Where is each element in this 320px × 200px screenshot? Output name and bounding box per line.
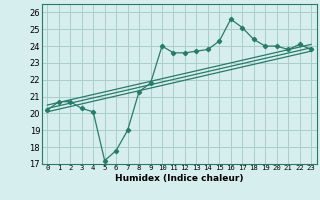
X-axis label: Humidex (Indice chaleur): Humidex (Indice chaleur) bbox=[115, 174, 244, 183]
